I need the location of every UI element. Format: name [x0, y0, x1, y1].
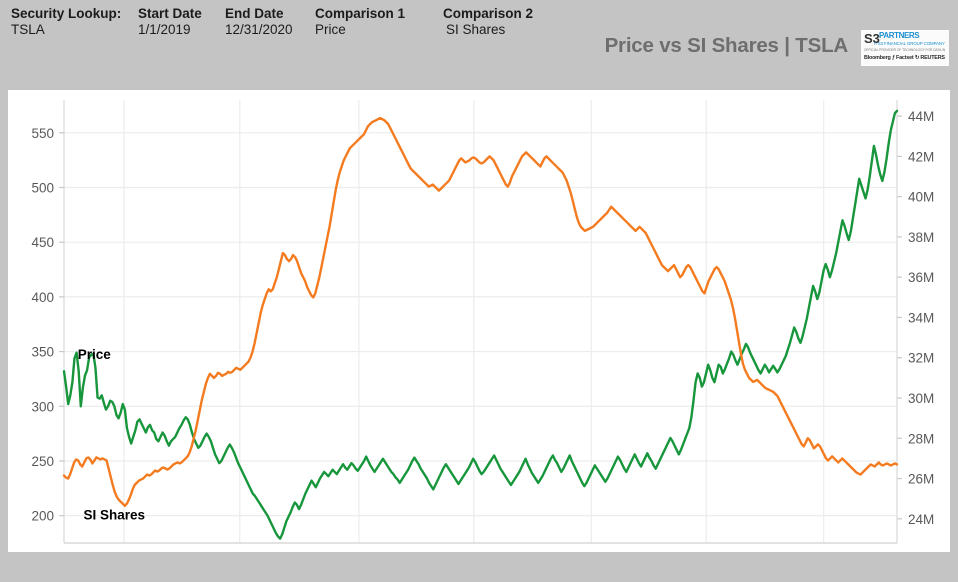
logo-tagline: OFFICIAL PROVIDER OF TECHNOLOGY FOR DATA… — [864, 48, 946, 52]
right-axis-ticks: 24M 26M 28M 30M 32M 34M 36M 38M 40M 42M 44M — [897, 109, 934, 527]
logo-partner-list: Bloomberg ƒ Factset ↻ REUTERS — [864, 55, 945, 61]
header-bar: Security Lookup: TSLA Start Date 1/1/201… — [0, 0, 958, 90]
page-title: Price vs SI Shares | TSLA — [604, 34, 849, 57]
field-end-date: End Date 12/31/2020 — [225, 6, 293, 38]
chart-gridlines — [64, 100, 897, 543]
field-label: Comparison 2 — [443, 6, 534, 21]
left-axis-tick-label: 400 — [31, 290, 54, 305]
field-security-lookup: Security Lookup: TSLA — [11, 6, 121, 38]
field-label: Comparison 1 — [315, 6, 406, 21]
right-axis-tick-label: 24M — [908, 512, 934, 527]
logo-name: PARTNERS — [879, 31, 920, 40]
field-value[interactable]: TSLA — [11, 22, 45, 37]
field-comparison-2: Comparison 2 SI Shares — [443, 6, 533, 38]
chart-frame — [63, 100, 898, 544]
left-axis-tick-label: 500 — [31, 181, 54, 196]
right-axis-tick-label: 30M — [908, 391, 934, 406]
chart-series — [62, 109, 899, 540]
right-axis-tick-label: 40M — [908, 190, 934, 205]
left-axis-tick-label: 250 — [31, 454, 54, 469]
left-axis-tick-label: 450 — [31, 235, 54, 250]
right-axis-tick-label: 42M — [908, 149, 934, 164]
left-axis-tick-label: 550 — [31, 126, 54, 141]
field-start-date: Start Date 1/1/2019 — [138, 6, 202, 38]
field-value[interactable]: SI Shares — [446, 22, 506, 37]
field-label: Start Date — [138, 6, 202, 21]
left-axis-tick-label: 300 — [31, 399, 54, 414]
price-vs-si-shares-chart[interactable]: 200 250 300 350 400 450 500 550 24M 26M 28M 30M 32M… — [8, 90, 950, 552]
series-label-si-shares: SI Shares — [84, 508, 146, 523]
series-label-price: Price — [78, 347, 112, 362]
right-axis-tick-label: 44M — [908, 109, 934, 124]
field-label: End Date — [225, 6, 284, 21]
left-axis-tick-label: 200 — [31, 509, 54, 524]
right-axis-tick-label: 34M — [908, 310, 934, 325]
logo-mark: S3 — [864, 31, 880, 46]
right-axis-tick-label: 36M — [908, 270, 934, 285]
field-value[interactable]: Price — [315, 22, 346, 37]
right-axis-tick-label: 32M — [908, 351, 934, 366]
field-comparison-1: Comparison 1 Price — [315, 6, 405, 38]
series-line-si-shares — [62, 116, 899, 507]
field-value[interactable]: 1/1/2019 — [138, 22, 191, 37]
logo-subtitle: A S3 FINANCIAL GROUP COMPANY — [874, 41, 945, 46]
right-axis-tick-label: 26M — [908, 472, 934, 487]
chart-card: 200 250 300 350 400 450 500 550 24M 26M 28M 30M 32M… — [8, 90, 950, 552]
left-axis-ticks: 200 250 300 350 400 450 500 550 — [31, 126, 64, 524]
left-axis-tick-label: 350 — [31, 345, 54, 360]
right-axis-tick-label: 38M — [908, 230, 934, 245]
series-labels: Price SI Shares — [78, 347, 145, 523]
field-value[interactable]: 12/31/2020 — [225, 22, 293, 37]
series-line-price — [62, 109, 899, 540]
s3-partners-logo: S3 PARTNERS A S3 FINANCIAL GROUP COMPANY… — [861, 30, 949, 66]
field-label: Security Lookup: — [11, 6, 122, 21]
right-axis-tick-label: 28M — [908, 431, 934, 446]
